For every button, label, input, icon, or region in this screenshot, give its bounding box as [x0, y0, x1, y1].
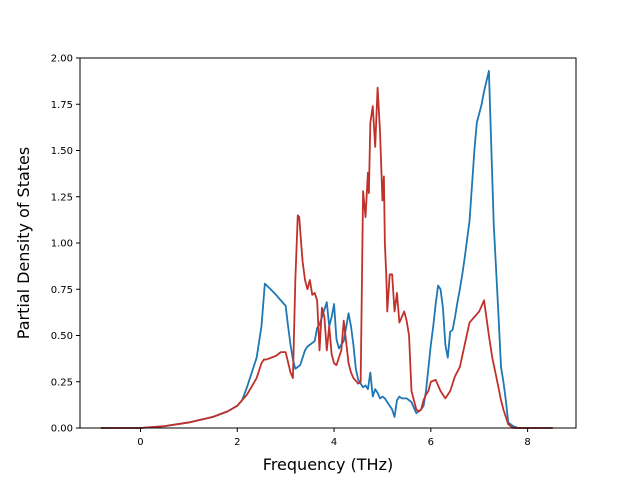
x-tick-label: 6 — [428, 437, 434, 448]
x-tick-label: 2 — [234, 437, 240, 448]
y-tick-label: 0.75 — [51, 285, 73, 296]
y-axis-label: Partial Density of States — [14, 147, 33, 339]
x-tick-label: 4 — [331, 437, 337, 448]
y-tick-label: 1.00 — [51, 239, 73, 250]
y-tick-label: 1.50 — [51, 146, 73, 157]
y-tick-label: 0.00 — [51, 424, 73, 435]
y-tick-label: 0.25 — [51, 377, 73, 388]
x-ticks: 0 2 4 6 8 — [137, 428, 531, 448]
x-tick-label: 8 — [524, 437, 530, 448]
series-layer — [100, 70, 553, 429]
y-tick-label: 1.75 — [51, 100, 73, 111]
series-line-1 — [100, 70, 553, 429]
y-ticks: 0.00 0.25 0.50 0.75 1.00 1.25 1.50 1.75 2.00 — [51, 54, 80, 435]
y-tick-label: 1.25 — [51, 192, 73, 203]
x-tick-label: 0 — [137, 437, 143, 448]
y-tick-label: 0.50 — [51, 331, 73, 342]
y-tick-label: 2.00 — [51, 54, 73, 65]
x-axis-label: Frequency (THz) — [263, 455, 393, 474]
series-line-2 — [100, 86, 553, 429]
